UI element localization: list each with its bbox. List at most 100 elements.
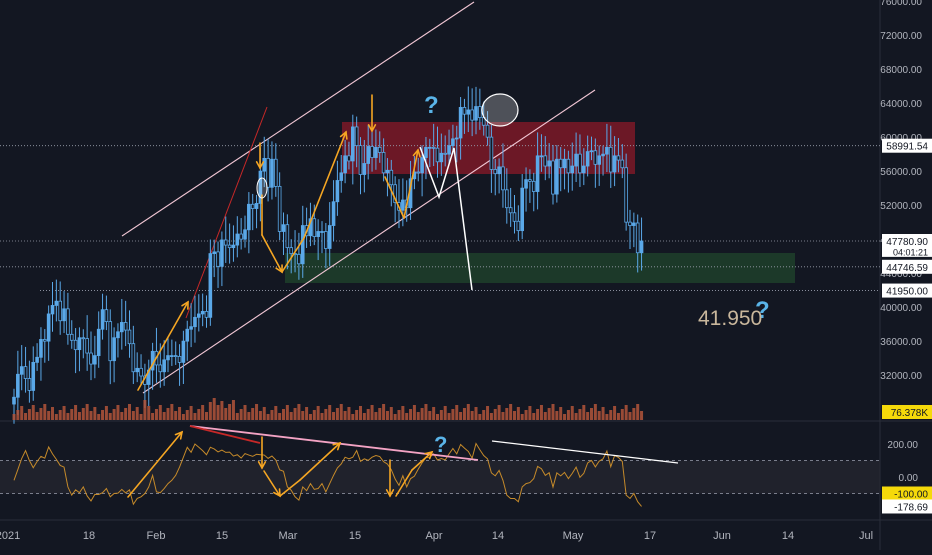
- volume-bar: [343, 411, 347, 420]
- arrow-segment: [299, 442, 341, 481]
- candle-body: [173, 355, 178, 357]
- volume-bar: [393, 414, 397, 420]
- volume-bar: [278, 413, 282, 420]
- arrow-segment: [403, 149, 419, 219]
- volume-bar: [536, 409, 540, 420]
- candle-body: [478, 106, 482, 118]
- volume-bar: [108, 413, 112, 420]
- candle-body: [385, 169, 390, 174]
- candle-body: [439, 152, 444, 163]
- candle-body: [508, 207, 513, 214]
- candle-body: [389, 169, 394, 186]
- candle-body: [470, 109, 474, 121]
- volume-bar: [436, 414, 439, 420]
- candle-body: [624, 167, 628, 223]
- arrow-head: [385, 489, 395, 498]
- volume-bar: [428, 411, 432, 420]
- candle-body: [116, 331, 120, 339]
- volume-bar: [570, 406, 574, 420]
- volume-bar: [613, 406, 617, 420]
- arrow-head: [332, 441, 342, 451]
- volume-bar: [524, 410, 528, 420]
- volume-bar: [51, 407, 54, 420]
- volume-bar: [293, 408, 297, 420]
- candle-body: [300, 225, 305, 265]
- volume-bar: [339, 404, 343, 420]
- candle-body: [166, 355, 170, 361]
- candle-body: [435, 147, 440, 163]
- candle-body: [43, 339, 47, 342]
- volume-bar: [451, 409, 455, 420]
- candle-body: [158, 364, 163, 373]
- candle-body: [370, 146, 374, 158]
- candle-body: [454, 137, 459, 140]
- volume-bar: [482, 410, 486, 420]
- candle-body: [331, 201, 336, 226]
- candle-body: [131, 343, 136, 373]
- volume-bar: [77, 412, 81, 420]
- candle-body: [112, 337, 116, 362]
- cci-arrow-down-3: [385, 459, 395, 498]
- volume-bar: [62, 406, 66, 420]
- candle-body: [227, 244, 232, 249]
- volume-bar: [459, 412, 463, 420]
- candle-body: [582, 165, 586, 174]
- candle-body: [585, 151, 590, 167]
- candle-body: [574, 153, 578, 167]
- volume-bar: [616, 413, 620, 420]
- volume-bar: [470, 411, 474, 420]
- candle-body: [528, 179, 532, 182]
- candle-body: [69, 333, 74, 341]
- arrow-segment: [127, 431, 183, 498]
- volume-bar: [31, 405, 35, 420]
- cci-tick-label: 0.00: [899, 473, 919, 484]
- candle-body: [281, 224, 286, 232]
- candle-body: [16, 373, 20, 398]
- price-tick-label: 44000.00: [880, 269, 922, 280]
- volume-bar: [166, 408, 170, 420]
- volume-bar: [285, 405, 289, 420]
- volume-bar: [120, 412, 124, 420]
- price-tick-label: 76000.00: [880, 0, 922, 8]
- top-ellipse: [481, 93, 519, 127]
- candle-body: [458, 106, 463, 139]
- volume-bar: [378, 408, 382, 420]
- candle-body: [35, 356, 39, 363]
- candle-body: [416, 171, 421, 174]
- arrow-segment: [303, 131, 347, 239]
- volume-bar: [220, 401, 224, 420]
- candle-body: [31, 361, 36, 391]
- time-tick-label: May: [563, 530, 584, 542]
- candle-body: [339, 172, 344, 181]
- candle-body: [620, 159, 625, 169]
- volume-bar: [158, 405, 162, 420]
- volume-bar: [16, 410, 20, 420]
- volume-bar: [320, 413, 324, 420]
- steep-trend-line: [185, 106, 268, 319]
- cci-band-fill: [0, 460, 880, 494]
- volume-bar: [181, 414, 185, 420]
- time-tick-label: Feb: [147, 530, 166, 542]
- candle-body: [485, 124, 490, 138]
- candle-body: [501, 166, 505, 191]
- candle-body: [27, 378, 32, 391]
- price-tick-label: 40000.00: [880, 303, 922, 314]
- candle-body: [493, 169, 498, 175]
- volume-bar: [201, 405, 205, 420]
- candle-body: [258, 170, 263, 204]
- volume-bar: [324, 409, 328, 420]
- volume-bar: [231, 400, 235, 420]
- time-tick-label: 18: [83, 530, 95, 542]
- cci-line: [13, 442, 642, 507]
- candle-body: [54, 300, 59, 306]
- volume-bar: [409, 409, 413, 420]
- volume-bar: [301, 411, 305, 420]
- candle-body: [516, 220, 521, 232]
- volume-bar: [247, 412, 251, 420]
- volume-bar: [297, 404, 301, 420]
- price-label-bg: [882, 138, 932, 153]
- question-mark-right: ?: [755, 297, 770, 324]
- candle-body: [555, 158, 559, 195]
- candle-body: [535, 155, 540, 192]
